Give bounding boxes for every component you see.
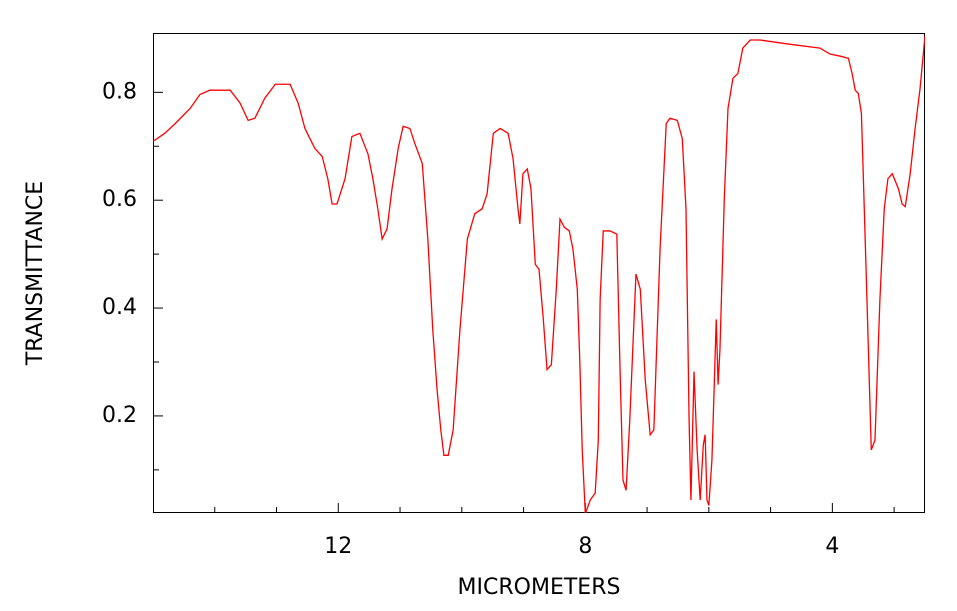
y-tick-label: 0.8 bbox=[102, 79, 137, 104]
y-axis-label: TRANSMITTANCE bbox=[23, 181, 48, 366]
x-tick-label: 8 bbox=[578, 534, 592, 559]
y-tick-label: 0.6 bbox=[102, 187, 137, 212]
x-tick-label: 4 bbox=[825, 534, 839, 559]
x-tick-label: 12 bbox=[324, 534, 352, 559]
x-axis-label: MICROMETERS bbox=[458, 575, 621, 600]
spectrum-line bbox=[153, 35, 925, 513]
y-tick-label: 0.4 bbox=[102, 295, 137, 320]
y-tick-label: 0.2 bbox=[102, 403, 137, 428]
plot-frame bbox=[153, 33, 925, 513]
